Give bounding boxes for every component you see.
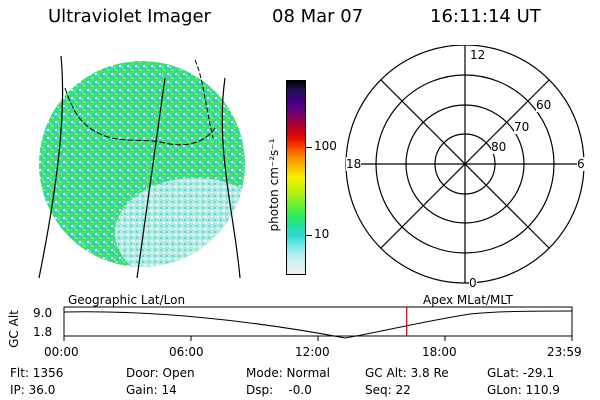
status-flight: Flt: 1356 xyxy=(10,366,64,380)
timeline-ytick-low: 1.8 xyxy=(33,325,53,339)
altitude-curve xyxy=(63,310,573,339)
mlt-label-12: 12 xyxy=(470,48,486,62)
lat-label-80: 80 xyxy=(491,140,507,154)
timeline-title-right: Apex MLat/MLT xyxy=(423,293,513,307)
colorbar xyxy=(286,80,306,275)
colorbar-tick-100 xyxy=(306,147,312,148)
timeline-xtick-1200: 12:00 xyxy=(295,345,330,359)
status-mode: Mode: Normal xyxy=(246,366,330,380)
colorbar-label-100: 100 xyxy=(314,139,337,153)
mlt-label-6: 6 xyxy=(577,157,585,171)
polar-plot xyxy=(345,45,585,284)
status-dsp: Dsp: -0.0 xyxy=(246,383,312,397)
status-gain: Gain: 14 xyxy=(126,383,177,397)
timeline-xtick-0600: 06:00 xyxy=(169,345,204,359)
colorbar-label-10: 10 xyxy=(314,227,330,241)
status-seq: Seq: 22 xyxy=(365,383,411,397)
lat-label-60: 60 xyxy=(536,98,552,112)
status-gc-alt: GC Alt: 3.8 Re xyxy=(365,366,449,380)
colorbar-tick-10 xyxy=(306,235,312,236)
status-door: Door: Open xyxy=(126,366,195,380)
timeline-xtick-2359: 23:59 xyxy=(547,345,582,359)
timeline-title-left: Geographic Lat/Lon xyxy=(68,293,186,307)
timeline-xtick-1800: 18:00 xyxy=(422,345,457,359)
timeline-xtick-0000: 00:00 xyxy=(44,345,79,359)
image-time: 16:11:14 UT xyxy=(430,6,541,27)
status-ip: IP: 36.0 xyxy=(10,383,56,397)
status-glon: GLon: 110.9 xyxy=(487,383,560,397)
lat-label-70: 70 xyxy=(514,120,530,134)
image-date: 08 Mar 07 xyxy=(272,6,364,27)
mlt-label-18: 18 xyxy=(346,157,362,171)
mlt-label-0: 0 xyxy=(469,276,477,290)
status-glat: GLat: -29.1 xyxy=(487,366,554,380)
instrument-title: Ultraviolet Imager xyxy=(48,6,211,27)
timeline-ytick-high: 9.0 xyxy=(33,306,53,320)
auroral-image xyxy=(38,55,245,278)
